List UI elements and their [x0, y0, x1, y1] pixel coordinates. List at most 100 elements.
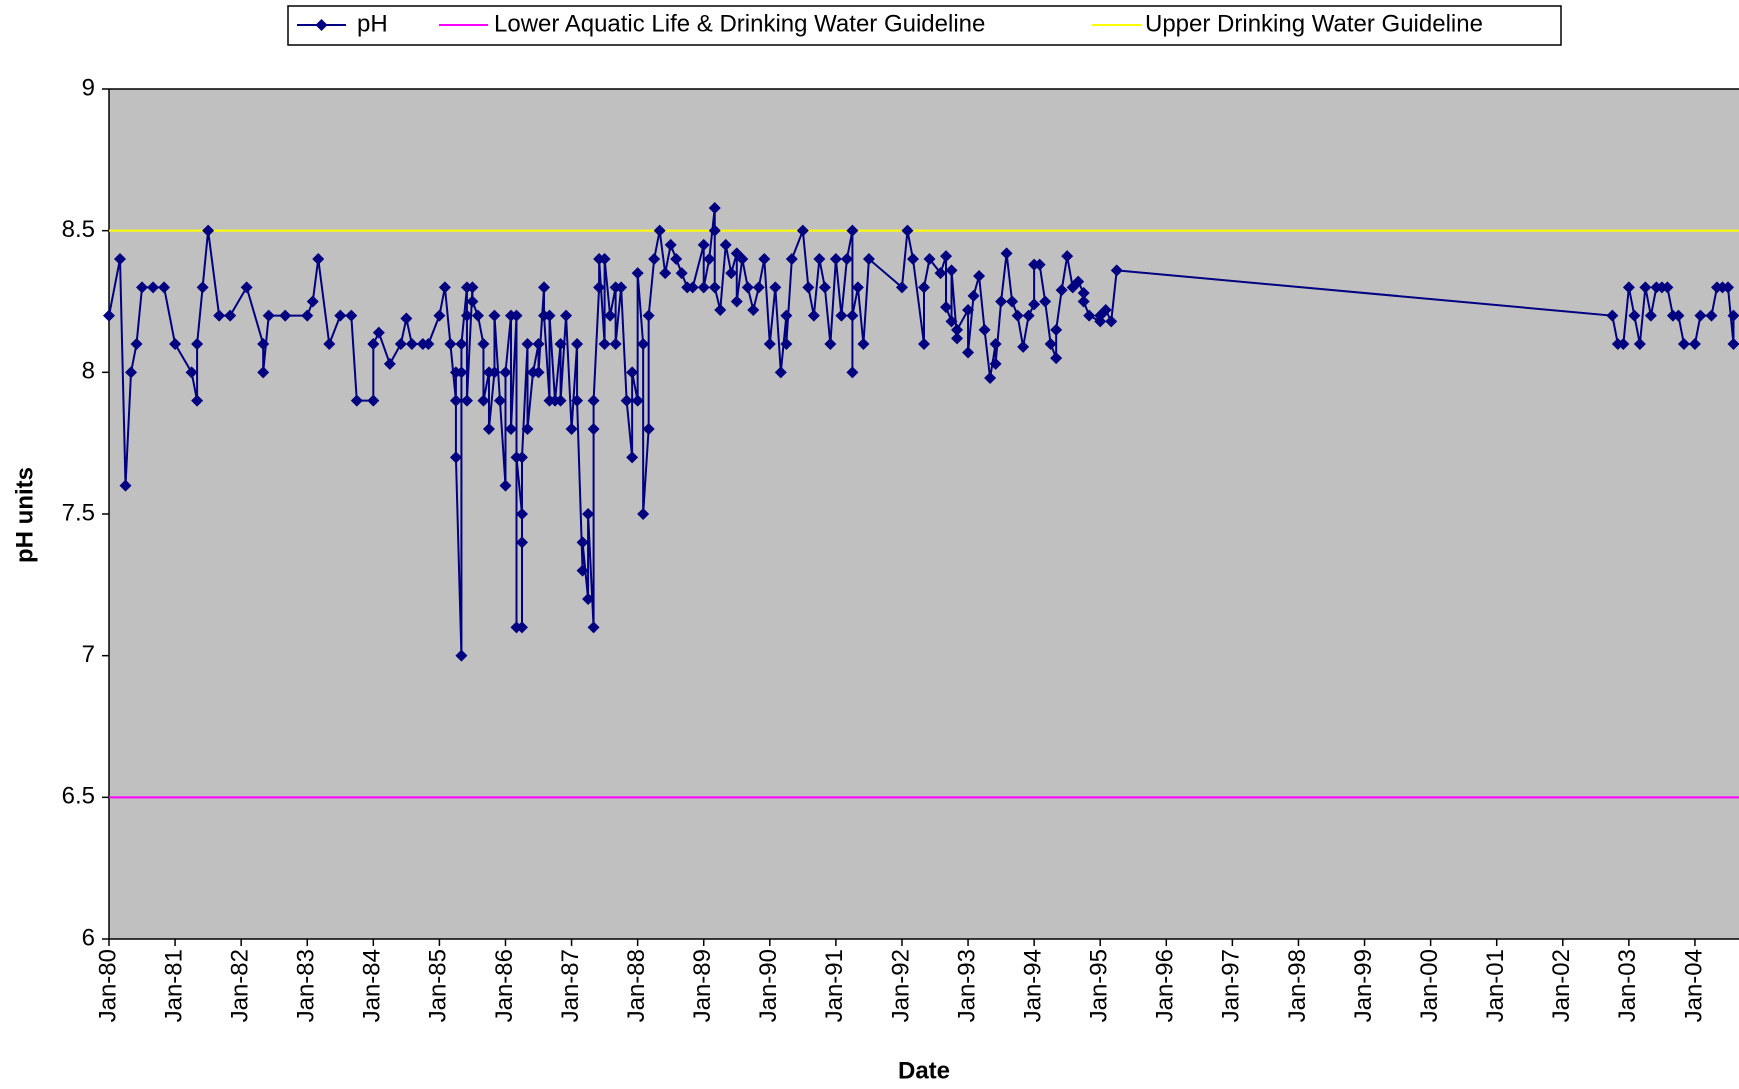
- data-point: [466, 295, 479, 308]
- data-point: [1628, 309, 1641, 322]
- data-point: [747, 304, 760, 316]
- data-point: [708, 202, 721, 214]
- data-point: [103, 309, 115, 322]
- data-point: [516, 451, 529, 464]
- data-point: [851, 281, 864, 294]
- data-point: [158, 281, 171, 294]
- data-point: [301, 309, 314, 322]
- x-tick-label: Jan-04: [1680, 949, 1707, 1022]
- data-point: [846, 224, 859, 237]
- x-tick-label: Jan-91: [821, 949, 848, 1022]
- data-point: [774, 366, 787, 379]
- data-point: [945, 315, 958, 328]
- data-point: [631, 394, 644, 407]
- data-point: [488, 366, 501, 379]
- data-point: [191, 338, 204, 350]
- data-point: [813, 253, 826, 265]
- x-tick-label: Jan-92: [887, 949, 914, 1022]
- data-point: [840, 253, 853, 265]
- data-point: [708, 281, 721, 294]
- data-point: [1672, 309, 1685, 322]
- data-point: [499, 366, 512, 379]
- data-point: [1044, 338, 1057, 350]
- data-point: [846, 366, 859, 379]
- data-point: [934, 267, 947, 280]
- data-point: [1055, 284, 1068, 297]
- data-point: [554, 394, 567, 407]
- data-point: [466, 281, 479, 294]
- data-point: [345, 309, 358, 322]
- x-tick-label: Jan-84: [359, 949, 386, 1022]
- data-point: [609, 338, 622, 350]
- y-tick-label: 8: [82, 358, 95, 385]
- data-point: [1017, 340, 1030, 353]
- x-tick-label: Jan-99: [1350, 949, 1377, 1022]
- data-point: [824, 338, 837, 350]
- data-point: [725, 267, 738, 280]
- data-point: [532, 338, 545, 350]
- data-point: [114, 253, 127, 265]
- data-point: [901, 224, 914, 237]
- data-point: [493, 394, 506, 407]
- data-point: [1006, 295, 1019, 308]
- data-point: [394, 338, 407, 350]
- data-point: [449, 451, 462, 464]
- legend-marker: [315, 19, 328, 31]
- data-point: [763, 338, 776, 350]
- data-point: [504, 423, 517, 435]
- data-point: [400, 312, 413, 325]
- data-point: [780, 338, 793, 350]
- x-tick-label: Jan-85: [425, 949, 452, 1022]
- data-point: [213, 309, 226, 322]
- x-tick-label: Jan-98: [1284, 949, 1311, 1022]
- data-point: [571, 394, 584, 407]
- data-point: [659, 267, 672, 280]
- data-point: [367, 338, 380, 350]
- data-point: [587, 621, 600, 634]
- data-point: [951, 332, 964, 345]
- data-point: [918, 281, 930, 294]
- data-point: [350, 394, 363, 407]
- data-point: [312, 253, 325, 265]
- y-tick-label: 8.5: [62, 216, 95, 243]
- plot-area: [109, 89, 1739, 939]
- data-point: [951, 323, 964, 336]
- data-point: [582, 593, 595, 605]
- x-tick-label: Jan-03: [1614, 949, 1641, 1022]
- data-point: [697, 281, 710, 294]
- data-point: [516, 621, 529, 634]
- data-point: [565, 423, 578, 435]
- data-point: [587, 394, 600, 407]
- data-point: [796, 224, 809, 237]
- y-tick-label: 7.5: [62, 499, 95, 526]
- data-point: [1644, 309, 1657, 322]
- data-point: [829, 253, 842, 265]
- x-tick-label: Jan-02: [1548, 949, 1575, 1022]
- x-tick-label: Jan-81: [160, 949, 187, 1022]
- data-point: [598, 253, 611, 265]
- data-point: [1033, 258, 1046, 271]
- data-point: [664, 238, 677, 251]
- data-point: [147, 281, 160, 294]
- data-point: [1077, 287, 1090, 299]
- data-point: [802, 281, 815, 294]
- data-point: [119, 479, 132, 492]
- data-point: [785, 253, 798, 265]
- data-point: [240, 281, 253, 294]
- data-point: [306, 295, 319, 308]
- data-point: [780, 309, 793, 322]
- data-point: [846, 309, 859, 322]
- data-point: [1061, 250, 1074, 263]
- data-point: [1039, 295, 1052, 308]
- data-point: [989, 357, 1002, 370]
- data-point: [516, 508, 529, 520]
- x-tick-label: Jan-88: [623, 949, 650, 1022]
- data-point: [532, 366, 545, 379]
- data-point: [653, 224, 666, 237]
- x-tick-label: Jan-87: [557, 949, 584, 1022]
- data-point: [433, 309, 446, 322]
- data-point: [202, 224, 215, 237]
- data-point: [510, 309, 523, 322]
- data-point: [769, 281, 782, 294]
- data-point: [422, 338, 435, 350]
